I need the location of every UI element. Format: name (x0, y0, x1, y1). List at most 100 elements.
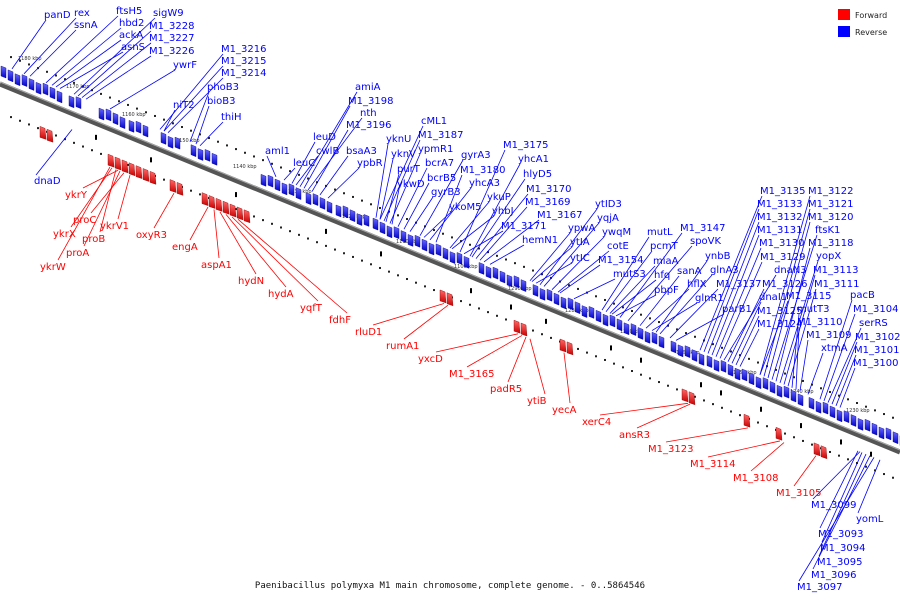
reverse-gene-block[interactable] (260, 174, 267, 187)
reverse-gene-block[interactable] (21, 74, 28, 87)
forward-gene-block[interactable] (142, 168, 150, 182)
reverse-gene-block[interactable] (335, 204, 342, 218)
forward-gene-block[interactable] (215, 198, 223, 212)
reverse-gene-label[interactable]: M1_3169 (525, 197, 570, 208)
forward-gene-block[interactable] (176, 182, 184, 196)
forward-gene-block[interactable] (149, 171, 157, 185)
reverse-gene-block[interactable] (414, 234, 421, 248)
forward-gene-block[interactable] (566, 341, 574, 356)
reverse-gene-label[interactable]: spoVK (690, 236, 722, 247)
reverse-gene-block[interactable] (720, 360, 727, 373)
reverse-gene-label[interactable]: ftsK1 (815, 225, 840, 236)
forward-gene-label[interactable]: M1_3108 (733, 473, 778, 484)
reverse-gene-block[interactable] (691, 349, 698, 362)
reverse-gene-block[interactable] (428, 242, 435, 256)
reverse-gene-block[interactable] (762, 377, 769, 390)
reverse-gene-block[interactable] (492, 266, 499, 280)
reverse-gene-label[interactable]: ywrF (173, 60, 197, 71)
reverse-gene-label[interactable]: pcmT (650, 241, 679, 252)
reverse-gene-label[interactable]: M1_3227 (149, 33, 194, 44)
reverse-gene-label[interactable]: M1_3228 (149, 21, 194, 32)
reverse-gene-block[interactable] (400, 230, 407, 243)
forward-gene-label[interactable]: yecA (552, 405, 577, 416)
reverse-gene-label[interactable]: panD (44, 10, 71, 21)
forward-gene-label[interactable]: oxyR3 (136, 230, 167, 241)
reverse-gene-label[interactable]: pacB (850, 290, 875, 301)
reverse-gene-label[interactable]: cwlB (316, 146, 339, 157)
forward-gene-block[interactable] (201, 192, 209, 206)
forward-gene-label[interactable]: engA (172, 242, 198, 253)
reverse-gene-block[interactable] (748, 372, 755, 386)
forward-gene-label[interactable]: ykrV1 (100, 221, 129, 232)
forward-gene-block[interactable] (229, 203, 237, 218)
reverse-gene-label[interactable]: mutS3 (613, 269, 646, 280)
reverse-gene-block[interactable] (706, 355, 713, 368)
forward-gene-label[interactable]: hydN (238, 276, 264, 287)
reverse-gene-label[interactable]: bcrA7 (425, 158, 454, 169)
reverse-gene-label[interactable]: ssnA (74, 20, 98, 31)
reverse-gene-block[interactable] (295, 187, 302, 200)
forward-gene-label[interactable]: rluD1 (355, 327, 382, 338)
reverse-gene-block[interactable] (119, 116, 126, 129)
reverse-gene-block[interactable] (160, 132, 167, 145)
reverse-gene-label[interactable]: sigW9 (153, 8, 184, 19)
reverse-gene-block[interactable] (356, 213, 363, 226)
reverse-gene-label[interactable]: ywqM (602, 227, 631, 238)
reverse-gene-block[interactable] (267, 174, 274, 188)
forward-gene-block[interactable] (243, 209, 251, 224)
forward-gene-block[interactable] (128, 162, 136, 177)
forward-gene-block[interactable] (743, 413, 751, 428)
reverse-gene-block[interactable] (520, 279, 527, 292)
reverse-gene-label[interactable]: ykuP (487, 192, 511, 203)
reverse-gene-label[interactable]: aml1 (265, 146, 290, 157)
reverse-gene-label[interactable]: M1_3180 (460, 165, 505, 176)
reverse-gene-label[interactable]: amiA (355, 82, 381, 93)
reverse-gene-block[interactable] (829, 405, 836, 419)
reverse-gene-label[interactable]: phoB3 (207, 82, 239, 93)
reverse-gene-block[interactable] (68, 95, 75, 109)
reverse-gene-label[interactable]: yqjA (597, 213, 619, 224)
reverse-gene-label[interactable]: bsaA3 (346, 146, 377, 157)
reverse-gene-block[interactable] (588, 306, 595, 319)
forward-gene-label[interactable]: M1_3165 (449, 369, 494, 380)
reverse-gene-label[interactable]: glnR1 (695, 293, 724, 304)
reverse-gene-block[interactable] (630, 323, 637, 336)
forward-gene-block[interactable] (46, 128, 54, 143)
reverse-gene-label[interactable]: M1_3099 (811, 500, 856, 511)
reverse-gene-block[interactable] (836, 409, 843, 423)
forward-gene-block[interactable] (775, 427, 783, 441)
reverse-gene-label[interactable]: ynbB (705, 251, 731, 262)
forward-gene-label[interactable]: padR5 (490, 384, 522, 395)
reverse-gene-label[interactable]: M1_3126 (762, 279, 807, 290)
reverse-gene-block[interactable] (878, 426, 885, 440)
forward-gene-block[interactable] (513, 319, 521, 334)
reverse-gene-block[interactable] (602, 313, 609, 327)
reverse-gene-label[interactable]: M1_3121 (808, 199, 853, 210)
forward-gene-label[interactable]: ykrW (40, 262, 66, 273)
reverse-gene-block[interactable] (342, 205, 349, 219)
reverse-gene-label[interactable]: M1_3198 (348, 96, 393, 107)
reverse-gene-block[interactable] (485, 266, 492, 279)
reverse-gene-block[interactable] (713, 359, 720, 372)
reverse-gene-block[interactable] (49, 86, 56, 100)
reverse-gene-label[interactable]: leuD (313, 132, 336, 143)
reverse-gene-label[interactable]: M1_3095 (817, 557, 862, 568)
reverse-gene-label[interactable]: ypmR1 (418, 144, 453, 155)
reverse-gene-block[interactable] (197, 148, 204, 161)
reverse-gene-label[interactable]: M1_3175 (503, 140, 548, 151)
reverse-gene-block[interactable] (560, 296, 567, 310)
reverse-gene-label[interactable]: cotE (607, 241, 629, 252)
forward-gene-label[interactable]: xerC4 (582, 417, 611, 428)
reverse-gene-label[interactable]: miaA (653, 256, 679, 267)
reverse-gene-block[interactable] (857, 418, 864, 431)
forward-gene-label[interactable]: hydA (268, 289, 294, 300)
reverse-gene-label[interactable]: pbpF (654, 285, 679, 296)
reverse-gene-block[interactable] (112, 112, 119, 126)
reverse-gene-label[interactable]: yknU (386, 134, 411, 145)
reverse-gene-block[interactable] (14, 73, 21, 87)
reverse-gene-block[interactable] (822, 401, 829, 415)
reverse-gene-block[interactable] (35, 82, 42, 95)
reverse-gene-block[interactable] (609, 314, 616, 328)
reverse-gene-block[interactable] (864, 418, 871, 432)
reverse-gene-label[interactable]: M1_3130 (759, 238, 804, 249)
